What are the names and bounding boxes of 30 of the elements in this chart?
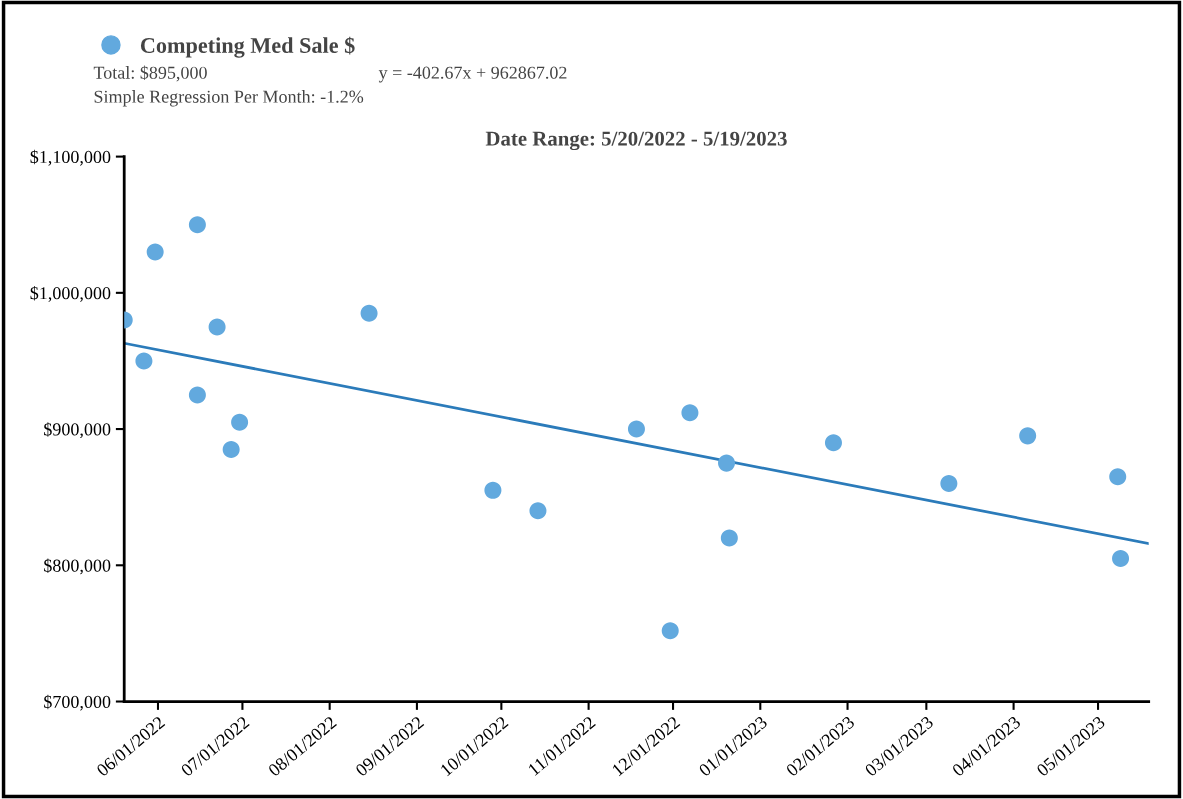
point <box>222 440 240 458</box>
point <box>1019 427 1037 445</box>
chart-title: Date Range: 5/20/2022 - 5/19/2023 <box>485 131 787 151</box>
point <box>681 404 699 422</box>
point <box>208 318 226 336</box>
point <box>1109 468 1127 486</box>
point <box>940 475 958 493</box>
point <box>824 434 842 452</box>
text: y = -402.67x + 962867.02 <box>378 66 567 83</box>
point <box>661 622 679 640</box>
y-tick-label: $1,000,000 <box>30 286 111 302</box>
point <box>627 420 645 438</box>
point <box>360 304 378 322</box>
legend-label: Competing Med Sale $ <box>140 36 355 58</box>
y-tick-label: $1,100,000 <box>30 149 111 166</box>
point <box>135 352 153 370</box>
point <box>484 481 502 499</box>
point <box>231 413 249 431</box>
point <box>1112 549 1130 567</box>
y-tick-label: $900,000 <box>44 422 111 439</box>
y-tick-label: $800,000 <box>44 558 111 575</box>
point <box>188 386 206 404</box>
point <box>146 243 164 261</box>
text: Total: $895,000 <box>93 65 207 82</box>
point <box>529 502 547 520</box>
point <box>188 216 206 234</box>
y-tick-label: $700,000 <box>44 694 111 711</box>
point <box>718 454 736 472</box>
text: Simple Regression Per Month: -1.2% <box>94 90 364 107</box>
point <box>720 529 738 547</box>
